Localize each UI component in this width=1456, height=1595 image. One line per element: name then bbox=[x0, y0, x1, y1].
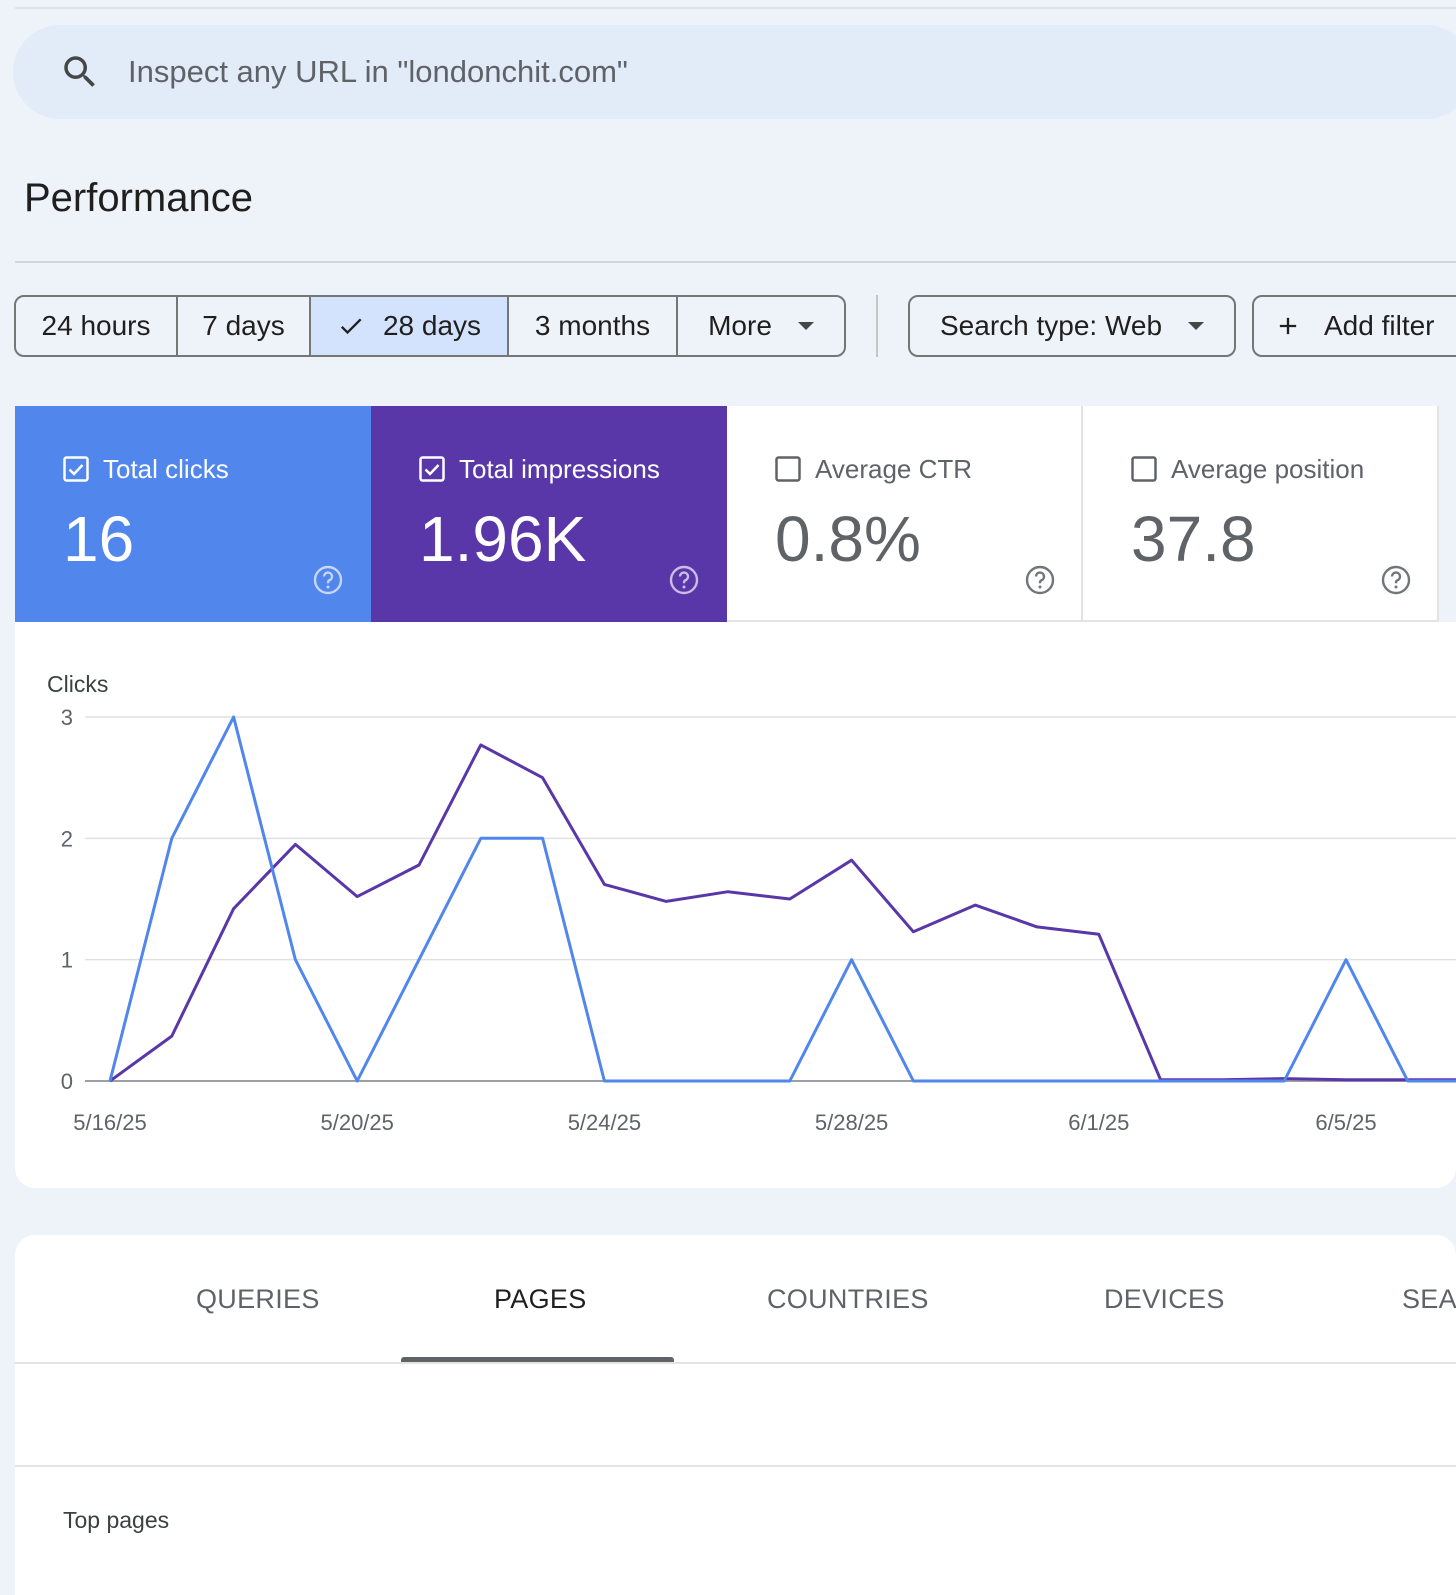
tab-queries[interactable]: QUERIES bbox=[196, 1284, 320, 1314]
range-label: 7 days bbox=[202, 310, 285, 341]
range-label: 28 days bbox=[382, 310, 482, 341]
tab-search-appearance[interactable]: SEA bbox=[1402, 1284, 1456, 1314]
url-inspection-search[interactable]: Inspect any URL in "londonchit.com" bbox=[13, 25, 1456, 119]
range-label: 24 hours bbox=[41, 310, 151, 341]
active-tab-indicator bbox=[401, 1357, 674, 1362]
y-tick-label: 1 bbox=[61, 948, 73, 973]
help-icon[interactable] bbox=[1381, 565, 1411, 595]
y-tick-label: 0 bbox=[61, 1069, 73, 1094]
date-range-selector: 24 hours 7 days 28 days 3 months More bbox=[14, 295, 846, 357]
add-filter-button[interactable]: Add filter bbox=[1252, 295, 1456, 357]
chart-canvas: Clicks 0 1 2 3 5/16/25 5/20/25 5/24/25 5/28/25… bbox=[47, 671, 1456, 1135]
metric-label: Total clicks bbox=[103, 454, 229, 484]
table-header-top-pages: Top pages bbox=[63, 1507, 170, 1533]
x-tick-label: 5/28/25 bbox=[815, 1110, 888, 1135]
y-tick-label: 3 bbox=[61, 705, 73, 730]
metric-label: Average position bbox=[1171, 454, 1365, 484]
y-axis-label: Clicks bbox=[47, 671, 108, 697]
search-input[interactable]: Inspect any URL in "londonchit.com" bbox=[128, 54, 628, 89]
page-title: Performance bbox=[24, 176, 253, 220]
y-tick-label: 2 bbox=[61, 826, 73, 851]
metric-value: 1.96K bbox=[419, 503, 587, 575]
search-icon bbox=[64, 56, 95, 87]
dimension-tabs-card: QUERIES PAGES COUNTRIES DEVICES SEA Top … bbox=[15, 1235, 1456, 1595]
metric-value: 37.8 bbox=[1131, 503, 1256, 575]
range-3-months-button[interactable]: 3 months bbox=[509, 297, 678, 355]
caret-down-icon bbox=[1188, 322, 1205, 330]
add-filter-label: Add filter bbox=[1324, 310, 1435, 341]
metric-total-clicks[interactable]: Total clicks 16 bbox=[15, 406, 371, 622]
table-toolbar-divider bbox=[15, 1465, 1456, 1467]
series-line-clicks bbox=[108, 715, 1456, 1083]
performance-chart: Clicks 0 1 2 3 5/16/25 5/20/25 5/24/25 5/28/25… bbox=[15, 622, 1456, 1188]
x-tick-label: 6/5/25 bbox=[1315, 1110, 1376, 1135]
tab-devices[interactable]: DEVICES bbox=[1104, 1284, 1225, 1314]
help-icon[interactable] bbox=[1025, 565, 1055, 595]
x-tick-label: 5/16/25 bbox=[73, 1110, 146, 1135]
metric-value: 16 bbox=[63, 503, 135, 575]
check-icon bbox=[340, 318, 362, 335]
series-line-impressions bbox=[109, 743, 1456, 1083]
checkbox-unchecked-icon[interactable] bbox=[1131, 456, 1157, 482]
checkbox-checked-icon[interactable] bbox=[419, 456, 445, 482]
top-divider bbox=[15, 7, 1456, 9]
metric-average-position[interactable]: Average position 37.8 bbox=[1083, 406, 1439, 622]
range-7-days-button[interactable]: 7 days bbox=[178, 297, 311, 355]
metric-value: 0.8% bbox=[775, 503, 921, 575]
metric-label: Average CTR bbox=[815, 454, 973, 484]
help-icon[interactable] bbox=[669, 565, 699, 595]
x-tick-label: 5/20/25 bbox=[320, 1110, 393, 1135]
search-type-label: Search type: Web bbox=[940, 310, 1163, 341]
x-tick-label: 5/24/25 bbox=[568, 1110, 641, 1135]
checkbox-unchecked-icon[interactable] bbox=[775, 456, 801, 482]
range-label: 3 months bbox=[534, 310, 651, 341]
tab-countries[interactable]: COUNTRIES bbox=[767, 1284, 929, 1314]
checkbox-checked-icon[interactable] bbox=[63, 456, 89, 482]
metric-total-impressions[interactable]: Total impressions 1.96K bbox=[371, 406, 727, 622]
range-28-days-button[interactable]: 28 days bbox=[311, 297, 509, 355]
range-more-dropdown[interactable]: More bbox=[678, 297, 844, 355]
tabs-divider bbox=[15, 1362, 1456, 1364]
range-label: More bbox=[708, 310, 772, 341]
range-24-hours-button[interactable]: 24 hours bbox=[16, 297, 178, 355]
search-type-dropdown[interactable]: Search type: Web bbox=[908, 295, 1236, 357]
toolbar-divider bbox=[876, 295, 878, 357]
caret-down-icon bbox=[797, 322, 814, 330]
metric-label: Total impressions bbox=[459, 454, 660, 484]
tab-pages[interactable]: PAGES bbox=[494, 1284, 587, 1314]
title-divider bbox=[15, 261, 1456, 263]
help-icon[interactable] bbox=[313, 565, 343, 595]
plus-icon bbox=[1279, 317, 1297, 335]
x-tick-label: 6/1/25 bbox=[1068, 1110, 1129, 1135]
metric-average-ctr[interactable]: Average CTR 0.8% bbox=[727, 406, 1083, 622]
